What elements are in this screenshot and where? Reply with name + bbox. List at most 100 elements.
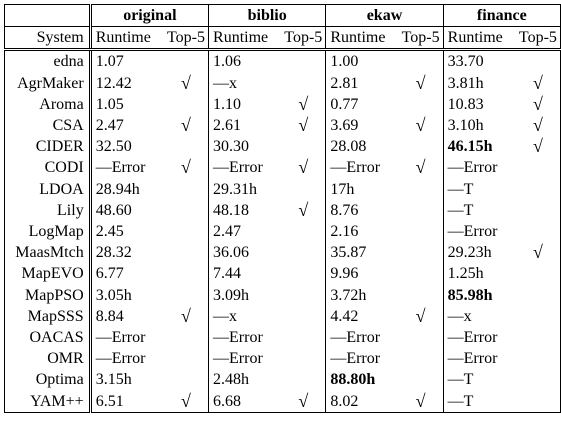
top5-empty-cell — [515, 284, 561, 306]
system-name-cell: Aroma — [4, 93, 91, 116]
checkmark-icon: √ — [298, 93, 309, 114]
runtime-cell: 10.83 — [442, 93, 516, 116]
table-row: LDOA 28.94h 29.31h 17h —T — [4, 178, 561, 200]
runtime-column-header: Runtime — [88, 26, 164, 52]
runtime-cell: —Error — [88, 157, 164, 179]
runtime-cell: —Error — [208, 348, 282, 370]
runtime-cell: 8.84 — [88, 305, 164, 328]
runtime-cell: —Error — [442, 157, 516, 179]
top5-empty-cell — [399, 242, 444, 263]
runtime-cell: 1.07 — [88, 49, 164, 73]
runtime-cell: 4.42 — [325, 305, 399, 328]
top5-empty-cell — [399, 263, 444, 284]
top5-empty-cell — [281, 50, 326, 73]
runtime-cell: 3.72h — [325, 284, 399, 306]
checkmark-icon: √ — [515, 93, 561, 116]
checkmark-icon: √ — [515, 72, 561, 94]
runtime-cell: 2.16 — [325, 221, 399, 243]
top5-empty-cell — [281, 348, 326, 369]
top5-empty-cell — [515, 49, 561, 73]
system-name-cell: OACAS — [4, 327, 91, 349]
runtime-cell: 32.50 — [88, 136, 164, 158]
checkmark-icon: √ — [181, 157, 191, 178]
top5-empty-cell — [281, 221, 326, 242]
runtime-cell: —x — [442, 305, 516, 328]
runtime-cell: —Error — [325, 327, 399, 349]
runtime-cell: —x — [208, 72, 282, 94]
runtime-cell: 12.42 — [88, 72, 164, 94]
checkmark-icon: √ — [163, 390, 209, 413]
top5-empty-cell — [281, 242, 326, 263]
runtime-cell: —T — [442, 390, 516, 413]
table-row: CIDER 32.50 30.30 28.08 46.15h √ — [4, 136, 561, 158]
top5-column-header: Top-5 — [163, 26, 209, 52]
dataset-header-ekaw: ekaw — [325, 3, 444, 27]
top5-empty-cell — [515, 157, 561, 179]
dataset-header-row: original biblio ekaw finance — [4, 3, 561, 27]
runtime-cell: 2.48h — [208, 369, 282, 391]
runtime-cell: 29.23h — [442, 242, 516, 264]
runtime-cell: —Error — [325, 157, 399, 179]
top5-empty-cell — [164, 136, 209, 157]
runtime-cell: 7.44 — [208, 263, 282, 285]
top5-empty-cell — [164, 285, 209, 306]
runtime-cell: 2.47 — [208, 221, 282, 243]
checkmark-icon: √ — [415, 115, 426, 136]
runtime-cell: 2.47 — [88, 115, 164, 137]
system-name-cell: MaasMtch — [4, 242, 91, 264]
runtime-cell: 6.77 — [88, 263, 164, 285]
checkmark-icon: √ — [398, 390, 444, 413]
runtime-cell: 3.81h — [442, 72, 516, 94]
top5-empty-cell — [399, 136, 444, 157]
top5-empty-cell — [281, 136, 326, 157]
runtime-cell: 1.00 — [325, 49, 399, 73]
runtime-cell: 1.05 — [88, 93, 164, 116]
top5-empty-cell — [515, 221, 561, 243]
system-name-cell: MapSSS — [4, 305, 91, 328]
runtime-cell: 0.77 — [325, 93, 399, 116]
top5-empty-cell — [281, 327, 326, 348]
top5-empty-cell — [399, 285, 444, 306]
runtime-column-header: Runtime — [208, 26, 282, 52]
runtime-cell: —Error — [88, 327, 164, 349]
runtime-cell: —T — [442, 199, 516, 222]
column-header-row: System Runtime Top-5 Runtime Top-5 Runti… — [4, 26, 561, 52]
dataset-header-finance: finance — [442, 3, 561, 27]
runtime-cell: —Error — [208, 327, 282, 349]
runtime-cell: 1.25h — [442, 263, 516, 285]
top5-empty-cell — [281, 179, 326, 200]
system-name-cell: MapPSO — [4, 284, 91, 306]
runtime-cell: —Error — [325, 348, 399, 370]
runtime-cell: 48.18 — [208, 199, 282, 222]
system-name-cell: Optima — [4, 369, 91, 391]
top5-empty-cell — [515, 305, 561, 328]
table-row: CODI —Error √ —Error √ —Error √ —Error — [4, 157, 561, 179]
checkmark-icon: √ — [515, 136, 561, 158]
top5-empty-cell — [399, 369, 444, 390]
system-name-cell: MapEVO — [4, 263, 91, 285]
runtime-cell: 36.06 — [208, 242, 282, 264]
runtime-cell: —T — [442, 178, 516, 200]
top5-empty-cell — [164, 348, 209, 369]
table-row: OACAS —Error —Error —Error —Error — [4, 327, 561, 349]
dataset-header-original: original — [88, 3, 209, 27]
top5-empty-cell — [399, 348, 444, 369]
checkmark-icon: √ — [181, 72, 191, 93]
top5-empty-cell — [399, 50, 444, 73]
runtime-column-header: Runtime — [442, 26, 516, 52]
table-row: LogMap 2.45 2.47 2.16 —Error — [4, 221, 561, 243]
top5-empty-cell — [164, 200, 209, 221]
top5-empty-cell — [164, 327, 209, 348]
system-name-cell: CIDER — [4, 136, 91, 158]
runtime-cell: 3.10h — [442, 115, 516, 137]
runtime-cell: 35.87 — [325, 242, 399, 264]
top5-empty-cell — [164, 369, 209, 390]
runtime-cell: 30.30 — [208, 136, 282, 158]
runtime-cell: 3.09h — [208, 284, 282, 306]
top5-empty-cell — [281, 263, 326, 284]
top5-empty-cell — [164, 263, 209, 284]
runtime-cell: 3.69 — [325, 115, 399, 137]
checkmark-icon: √ — [181, 305, 191, 326]
top5-empty-cell — [515, 263, 561, 285]
top5-column-header: Top-5 — [398, 26, 444, 52]
